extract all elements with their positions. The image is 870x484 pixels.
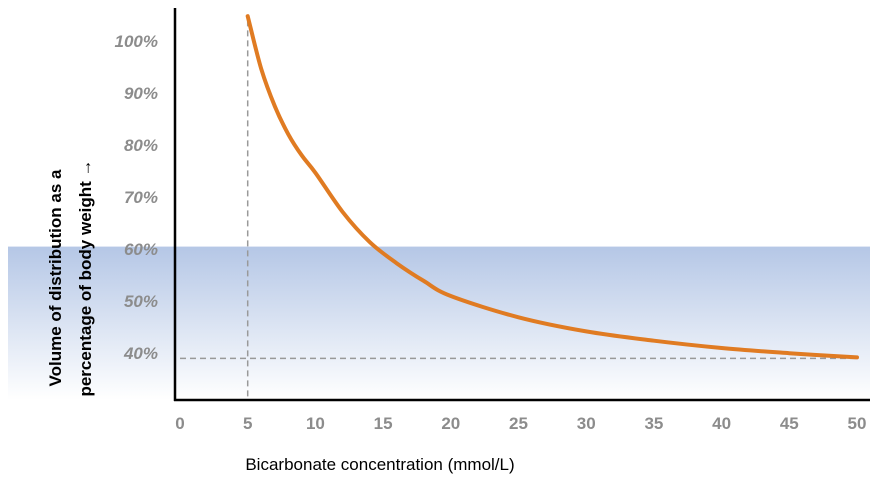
y-tick-label: 50% [124,292,158,311]
x-tick-label: 20 [441,414,460,433]
x-tick-label: 50 [848,414,867,433]
x-tick-label: 10 [306,414,325,433]
x-tick-label: 25 [509,414,528,433]
series-line [245,14,859,360]
x-tick-label: 30 [577,414,596,433]
x-tick-label: 40 [712,414,731,433]
x-tick-label: 15 [374,414,393,433]
x-axis-label: Bicarbonate concentration (mmol/L) [245,455,514,474]
y-tick-label: 40% [123,344,158,363]
y-tick-label: 100% [115,32,158,51]
y-tick-labels: 40% 50% 60% 70% 80% 90% 100% [115,32,158,363]
y-tick-label: 60% [124,240,158,259]
x-tick-label: 5 [243,414,252,433]
reference-lines [180,20,857,400]
y-tick-label: 70% [124,188,158,207]
y-tick-label: 90% [124,84,158,103]
x-tick-label: 35 [644,414,663,433]
y-tick-label: 80% [124,136,158,155]
x-tick-label: 45 [780,414,799,433]
shaded-band-normal-range [8,246,870,400]
y-axis-label-line-2: percentage of body weight → [76,159,95,396]
x-tick-label: 0 [175,414,184,433]
x-tick-labels: 0 5 10 15 20 25 30 35 40 45 50 [175,414,866,433]
y-axis-label-line-1: Volume of distribution as a [46,169,65,386]
